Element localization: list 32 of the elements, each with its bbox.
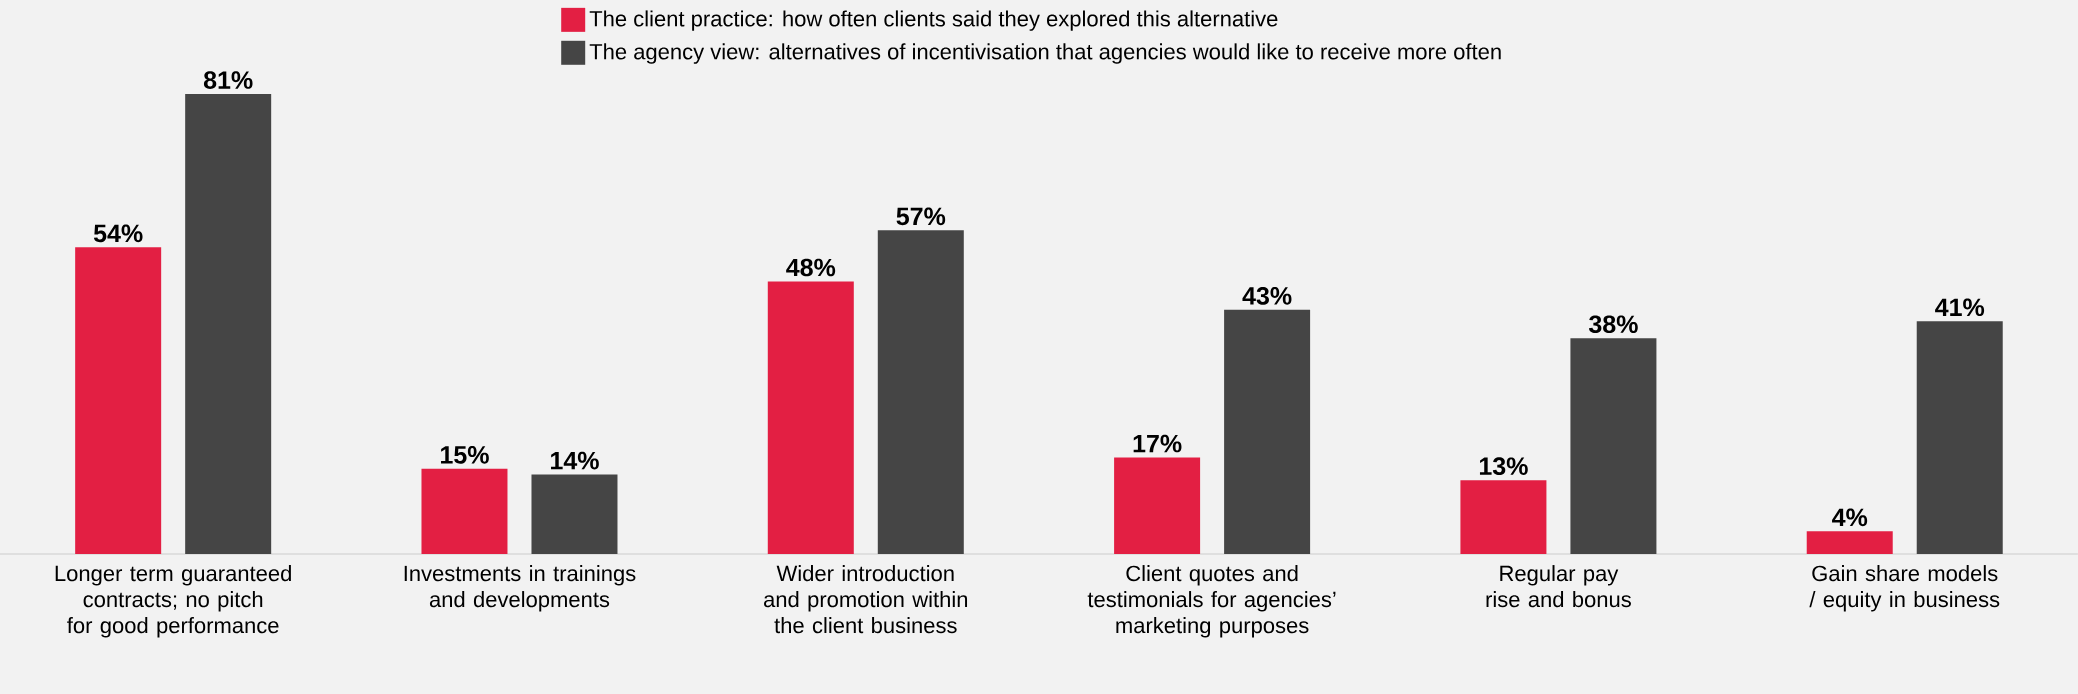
bar xyxy=(421,468,508,554)
legend-label: The agency view: alternatives of incentivisation that agencies would like to receive more often xyxy=(589,43,1501,64)
x-tick-label: Investments in trainings and developments xyxy=(404,565,636,612)
bar xyxy=(1114,457,1201,554)
bar xyxy=(1570,338,1657,554)
data-label: 17% xyxy=(1133,434,1182,453)
x-tick-label: Wider introduction and promotion within the client business xyxy=(764,565,968,634)
bar xyxy=(767,281,854,554)
data-label: 57% xyxy=(896,207,946,226)
bar xyxy=(531,474,618,554)
data-label: 15% xyxy=(441,446,489,464)
data-label: 13% xyxy=(1479,457,1528,476)
x-tick-label: Gain share models / equity in business xyxy=(1809,565,2000,612)
data-label: 48% xyxy=(786,258,836,277)
data-label: 4% xyxy=(1832,508,1868,527)
data-label: 81% xyxy=(203,71,253,89)
legend-label: The client practice: how often clients said they explored this alternative xyxy=(589,10,1278,31)
data-label: 38% xyxy=(1588,315,1638,334)
data-label: 14% xyxy=(551,451,599,470)
x-tick-label: Regular pay rise and bonus xyxy=(1486,565,1631,608)
bar xyxy=(1916,321,2003,554)
x-tick-label: Client quotes and testimonials for agencies’ marketing purposes xyxy=(1087,565,1336,638)
data-label: 54% xyxy=(93,224,143,243)
bar xyxy=(877,230,964,554)
bar xyxy=(1224,309,1311,554)
data-label: 41% xyxy=(1935,298,1985,317)
bar xyxy=(1460,480,1547,554)
data-label: 43% xyxy=(1242,287,1292,305)
x-tick-label: Longer term guaranteed contracts; no pitch for good performance xyxy=(55,565,291,638)
bar xyxy=(1806,531,1893,554)
bar xyxy=(185,93,272,554)
bar xyxy=(75,247,162,554)
